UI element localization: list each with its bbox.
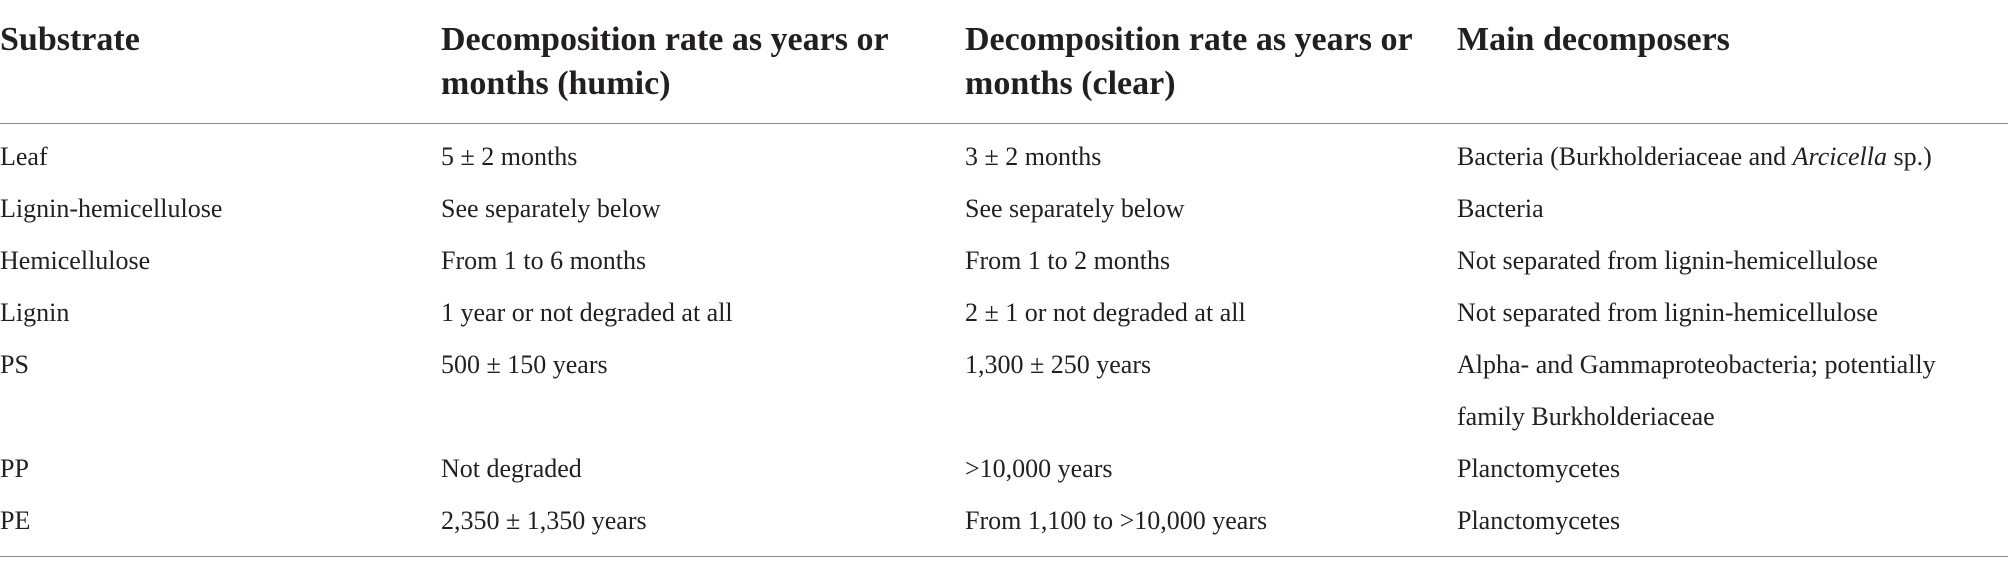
cell-clear: See separately below [965, 194, 1185, 223]
cell-humic: From 1 to 6 months [441, 246, 647, 275]
cell-humic: Not degraded [441, 454, 582, 483]
cell-humic: 2,350 ± 1,350 years [441, 506, 647, 535]
cell-decomposers: Planctomycetes [1457, 506, 1621, 535]
cell-clear: 2 ± 1 or not degraded at all [965, 298, 1246, 327]
cell-decomposers: Alpha- and Gammaproteobacteria; potentia… [1457, 350, 1936, 431]
decomposers-text-suffix: sp.) [1886, 142, 1932, 171]
header-humic: Decomposition rate as years or months (h… [441, 21, 888, 102]
table-row: Leaf 5 ± 2 months 3 ± 2 months Bacteria … [0, 124, 2008, 176]
cell-decomposers: Bacteria [1457, 194, 1544, 223]
cell-clear: 3 ± 2 months [965, 142, 1102, 171]
cell-decomposers: Bacteria (Burkholderiaceae and Arcicella… [1457, 131, 2005, 183]
cell-clear: From 1,100 to >10,000 years [965, 506, 1268, 535]
table-row: Lignin 1 year or not degraded at all 2 ±… [0, 280, 2008, 332]
cell-decomposers: Not separated from lignin-hemicellulose [1457, 246, 1878, 275]
table-row: PP Not degraded >10,000 years Planctomyc… [0, 436, 2008, 488]
table-row: PS 500 ± 150 years 1,300 ± 250 years Alp… [0, 332, 2008, 436]
cell-substrate: Hemicellulose [0, 246, 151, 275]
cell-humic: See separately below [441, 194, 661, 223]
cell-clear: >10,000 years [965, 454, 1113, 483]
cell-substrate: PE [0, 506, 31, 535]
cell-substrate: PS [0, 350, 29, 379]
decomposers-text: Bacteria (Burkholderiaceae and [1457, 142, 1793, 171]
table-header: Substrate Decomposition rate as years or… [0, 0, 2008, 124]
table-row: Hemicellulose From 1 to 6 months From 1 … [0, 228, 2008, 280]
table-body: Leaf 5 ± 2 months 3 ± 2 months Bacteria … [0, 124, 2008, 540]
cell-humic: 5 ± 2 months [441, 142, 578, 171]
cell-clear: From 1 to 2 months [965, 246, 1171, 275]
cell-humic: 1 year or not degraded at all [441, 298, 733, 327]
cell-substrate: PP [0, 454, 29, 483]
header-clear: Decomposition rate as years or months (c… [965, 21, 1412, 102]
table-row: Lignin-hemicellulose See separately belo… [0, 176, 2008, 228]
cell-decomposers: Not separated from lignin-hemicellulose [1457, 298, 1878, 327]
cell-decomposers: Planctomycetes [1457, 454, 1621, 483]
header-decomposers: Main decomposers [1457, 21, 1730, 58]
header-substrate: Substrate [0, 21, 140, 58]
cell-substrate: Lignin-hemicellulose [0, 194, 223, 223]
cell-substrate: Leaf [0, 142, 48, 171]
decomposition-table: Substrate Decomposition rate as years or… [0, 0, 2008, 557]
cell-substrate: Lignin [0, 298, 70, 327]
decomposers-genus: Arcicella [1792, 142, 1887, 171]
table-row: PE 2,350 ± 1,350 years From 1,100 to >10… [0, 488, 2008, 540]
cell-clear: 1,300 ± 250 years [965, 350, 1152, 379]
cell-humic: 500 ± 150 years [441, 350, 608, 379]
table-bottom-rule [0, 556, 2008, 557]
